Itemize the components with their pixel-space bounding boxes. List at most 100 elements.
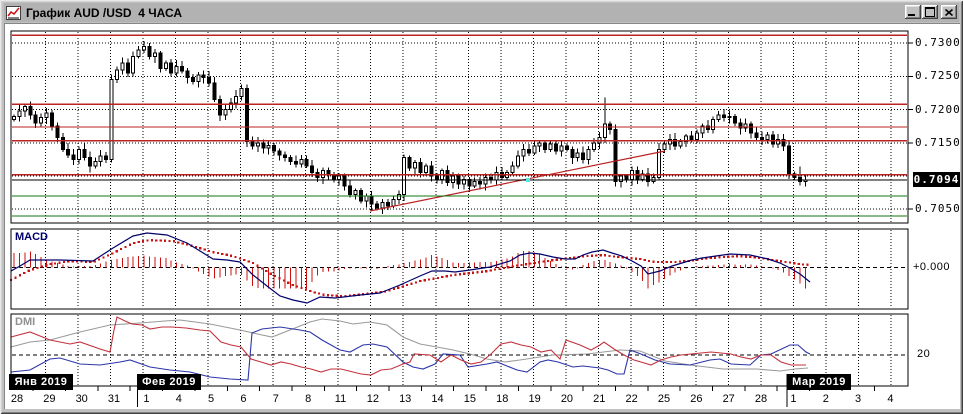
candle-body-up [765, 134, 770, 140]
macd-signal-dot [124, 245, 127, 248]
macd-signal-dot [313, 291, 316, 294]
dmi-level-label: 20 [917, 348, 931, 360]
candle-body-down [781, 138, 786, 147]
chart-icon [6, 5, 21, 20]
candle-body-down [418, 162, 423, 174]
macd-signal-dot [164, 239, 167, 242]
candle-body-down [250, 140, 255, 147]
macd-signal-dot [247, 260, 250, 263]
maximize-icon [925, 7, 935, 17]
candle-body-down [722, 114, 727, 119]
macd-signal-dot [568, 257, 571, 260]
macd-signal-dot [806, 263, 809, 266]
macd-signal-dot [696, 258, 699, 261]
candle-body-up [391, 198, 396, 207]
candle-body-up [239, 87, 244, 97]
close-button[interactable] [941, 5, 957, 19]
candle-body-down [169, 62, 174, 74]
macd-signal-dot [731, 255, 734, 258]
macd-signal-dot [172, 240, 175, 243]
candle-body-up [255, 142, 260, 147]
candle-body-up [299, 158, 304, 165]
candle-body-down [705, 125, 710, 131]
macd-signal-dot [560, 258, 563, 261]
candle-body-down [71, 154, 76, 160]
candle-body-down [125, 62, 130, 74]
candle-body-up [44, 112, 49, 119]
candle-body-down [293, 160, 298, 165]
candle-body-up [510, 165, 515, 174]
macd-signal-dot [489, 269, 492, 272]
candle-body-up [559, 145, 564, 152]
macd-signal-dot [674, 260, 677, 263]
macd-signal-dot [626, 256, 629, 259]
macd-signal-dot [617, 255, 620, 258]
macd-signal-dot [67, 260, 70, 263]
macd-signal-dot [700, 258, 703, 261]
macd-signal-dot [300, 286, 303, 290]
macd-signal-dot [410, 282, 413, 285]
macd-signal-dot [168, 239, 171, 243]
macd-signal-dot [208, 249, 211, 252]
macd-signal-dot [62, 260, 65, 264]
macd-signal-dot [485, 270, 488, 273]
macd-signal-dot [49, 262, 52, 266]
candle-body-up [196, 74, 201, 83]
macd-signal-dot [375, 291, 378, 294]
macd-signal-dot [186, 243, 189, 246]
candle-body-up [586, 148, 591, 160]
candle-body-down [375, 203, 380, 209]
macd-signal-dot [608, 254, 611, 257]
candle-body-up [619, 175, 624, 182]
candle-body-down [217, 99, 222, 116]
macd-signal-dot [216, 251, 219, 255]
macd-signal-dot [278, 277, 281, 280]
candle-body-down [28, 105, 33, 116]
macd-signal-dot [406, 283, 409, 287]
macd-signal-dot [718, 256, 721, 259]
macd-signal-dot [282, 279, 285, 282]
close-icon [945, 8, 953, 16]
candle-body-down [787, 145, 792, 175]
macd-signal-dot [749, 256, 752, 259]
macd-signal-dot [458, 273, 461, 276]
macd-signal-dot [441, 275, 444, 279]
candle-body-down [738, 122, 743, 129]
macd-signal-dot [252, 262, 255, 265]
candle-body-down [272, 144, 277, 152]
candle-body-up [684, 135, 689, 142]
candle-body-up [174, 65, 179, 74]
macd-signal-dot [102, 256, 105, 259]
macd-signal-dot [533, 261, 536, 264]
macd-signal-dot [23, 271, 26, 275]
macd-signal-dot [199, 247, 202, 250]
title-bar[interactable]: График AUD /USD 4 ЧАСА [4, 3, 959, 22]
candle-body-up [667, 138, 672, 145]
candle-body-up [711, 119, 716, 131]
macd-signal-dot [793, 262, 796, 265]
candle-body-up [39, 117, 44, 124]
macd-zero-label: +0.000 [913, 261, 950, 273]
macd-signal-dot [322, 293, 325, 296]
candle-body-up [380, 202, 385, 209]
minimize-button[interactable] [905, 5, 921, 19]
candle-body-up [98, 155, 103, 162]
candle-body-up [402, 156, 407, 196]
macd-signal-dot [599, 254, 602, 257]
candle-body-up [353, 190, 358, 196]
macd-signal-dot [639, 258, 642, 261]
maximize-button[interactable] [922, 5, 938, 19]
macd-signal-dot [304, 288, 307, 291]
candle-body-down [543, 142, 548, 150]
macd-signal-dot [538, 261, 541, 264]
candle-body-down [66, 148, 71, 156]
macd-signal-dot [212, 251, 215, 254]
candle-body-down [82, 148, 87, 158]
macd-signal-dot [573, 256, 576, 259]
candle-body-down [369, 195, 374, 205]
candle-body-up [591, 142, 596, 150]
macd-signal-dot [32, 268, 35, 271]
macd-signal-dot [159, 239, 162, 242]
candle-body-up [662, 143, 667, 150]
